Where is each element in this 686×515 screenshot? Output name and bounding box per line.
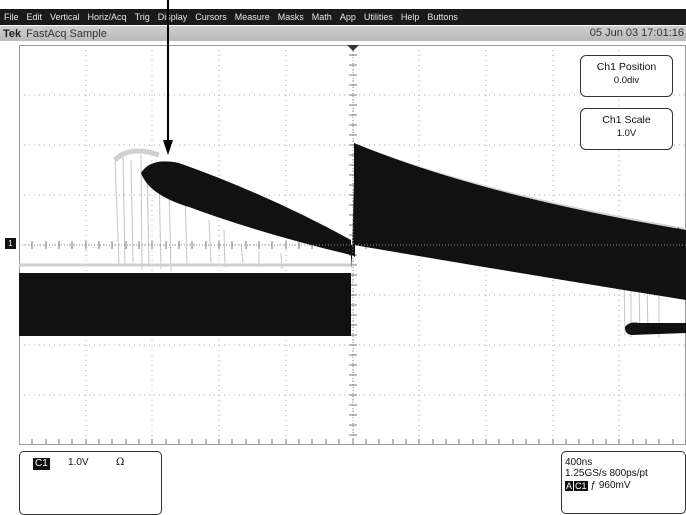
menu-bar: File Edit Vertical Horiz/Acq Trig Display Curs… [0, 9, 686, 25]
menu-item-file[interactable]: File [4, 12, 19, 22]
impedance-icon: Ω [116, 457, 125, 468]
menu-item-buttons[interactable]: Buttons [427, 12, 458, 22]
menu-item-trig[interactable]: Trig [134, 12, 150, 22]
timestamp: 05 Jun 03 17:01:16 [589, 27, 684, 39]
channel1-ground-marker[interactable]: 1 [5, 238, 16, 249]
channel-scale: 1.0V [68, 457, 89, 468]
horizontal-readout-panel[interactable]: 400ns 1.25GS/s 800ps/pt A C1 ƒ 960mV [561, 451, 686, 514]
menu-item-measure[interactable]: Measure [234, 12, 270, 22]
menu-item-help[interactable]: Help [400, 12, 420, 22]
trigger-readout: A C1 ƒ 960mV [565, 480, 631, 491]
waveform-graticule [19, 45, 686, 445]
menu-item-app[interactable]: App [339, 12, 356, 22]
sample-rate-value: 1.25GS/s 800ps/pt [565, 468, 648, 479]
ch1-position-readout[interactable]: Ch1 Position 0.0div [580, 55, 673, 97]
ch1-scale-readout[interactable]: Ch1 Scale 1.0V [580, 108, 673, 150]
channel-tag: C1 [33, 458, 50, 470]
menu-item-utilities[interactable]: Utilities [363, 12, 393, 22]
menu-item-masks[interactable]: Masks [277, 12, 304, 22]
timebase-value: 400ns [565, 457, 593, 468]
ch1-scale-label: Ch1 Scale [602, 114, 651, 126]
channel1-trace [19, 142, 686, 336]
trigger-level: ƒ 960mV [590, 480, 631, 491]
channel-readout-panel[interactable]: C1 1.0V Ω [19, 451, 162, 515]
trigger-position-icon[interactable] [347, 45, 359, 51]
menu-item-horiz-acq[interactable]: Horiz/Acq [87, 12, 127, 22]
menu-item-cursors[interactable]: Cursors [195, 12, 227, 22]
acquisition-mode: FastAcq Sample [26, 27, 107, 40]
trigger-source-tag: C1 [574, 480, 588, 491]
trigger-level-icon[interactable] [674, 227, 686, 235]
ch1-position-label: Ch1 Position [596, 61, 657, 73]
ch1-position-value: 0.0div [613, 75, 640, 86]
menu-item-math[interactable]: Math [311, 12, 332, 22]
brand-label: Tek [3, 27, 22, 40]
ch1-scale-value: 1.0V [616, 128, 637, 139]
trigger-a-tag: A [565, 480, 574, 491]
waveform-display[interactable] [19, 45, 686, 445]
menu-item-vertical[interactable]: Vertical [50, 12, 80, 22]
menu-item-display[interactable]: Display [157, 12, 188, 22]
title-bar: Tek FastAcq Sample 05 Jun 03 17:01:16 [0, 26, 686, 41]
menu-item-edit[interactable]: Edit [26, 12, 43, 22]
graticule-center-axes [19, 45, 686, 445]
